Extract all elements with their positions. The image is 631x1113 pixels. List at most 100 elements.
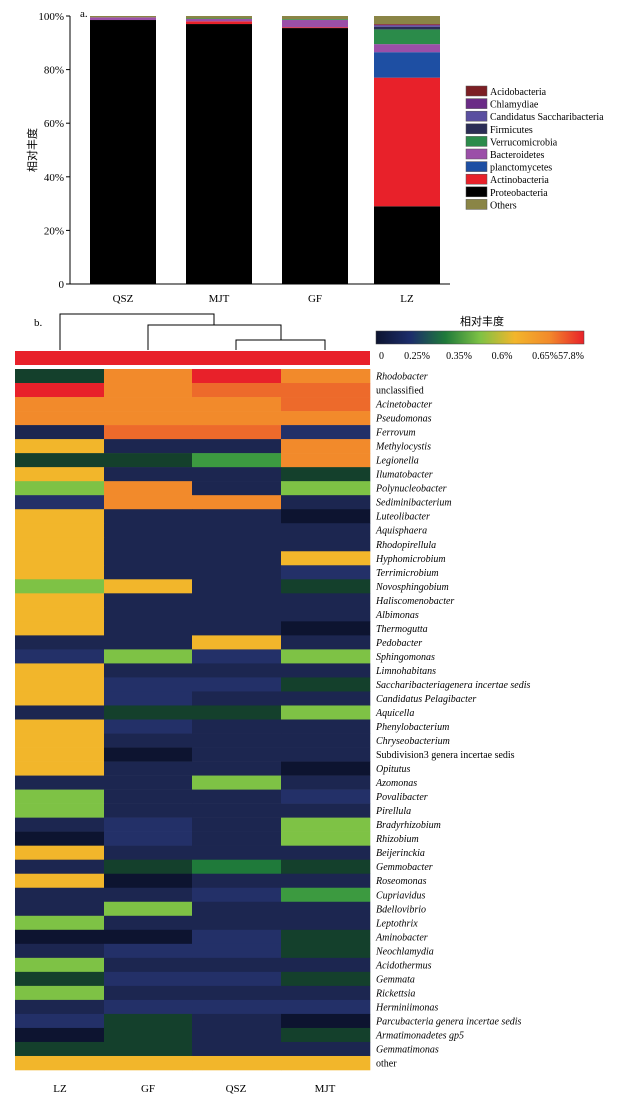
heatmap-cell-haliscomenobacter-qsz [192, 593, 282, 608]
row-label-haliscomenobacter: Haliscomenobacter [375, 596, 454, 607]
legend-swatch-verrucomicrobia [465, 136, 488, 147]
heatmap-cell-roseomonas-gf [104, 873, 193, 889]
heatmap-cell-ferrovum-qsz [192, 425, 282, 440]
bar-segment-gf-others [282, 16, 348, 20]
heatmap-cell-sphingomonas-mjt [281, 649, 371, 664]
y-axis-label: 相对丰度 [25, 128, 39, 172]
heatmap-cell-pirellula-gf [104, 803, 193, 818]
legend-swatch-chlamydiae [465, 98, 488, 109]
heatmap-cell-aquisphaera-mjt [281, 523, 371, 538]
bar-segment-lz-acidobacteria [374, 24, 440, 25]
heatmap-cell-gemmata-mjt [281, 971, 371, 987]
row-label-pseudomonas: Pseudomonas [375, 414, 432, 425]
legend-label-proteobacteria: Proteobacteria [490, 188, 548, 199]
legend-label-acidobacteria: Acidobacteria [490, 87, 547, 98]
row-label-subdivision3-genera-incertae-sedis: Subdivision3 genera incertae sedis [376, 750, 515, 761]
heatmap-cell-phenylobacterium-mjt [281, 719, 371, 734]
heatmap-cell-unclassified-qsz [192, 383, 282, 398]
heatmap-cell-methylocystis-lz [15, 439, 105, 454]
heatmap-cell-pedobacter-lz [15, 635, 105, 650]
legend-swatch-acidobacteria [465, 85, 488, 97]
heatmap-cell-sediminibacterium-mjt [281, 495, 371, 510]
heatmap-cell-bdellovibrio-mjt [281, 901, 371, 917]
heatmap-cell-other-gf [104, 1055, 193, 1071]
heatmap-cell-subdivision3-genera-incertae-sedis-gf [104, 747, 193, 762]
x-tick-label-gf: GF [308, 293, 322, 305]
heatmap-cell-chryseobacterium-lz [15, 733, 105, 748]
heatmap-cell-legionella-gf [104, 453, 193, 468]
heatmap-cell-cupriavidus-mjt [281, 887, 371, 903]
row-label-acinetobacter: Acinetobacter [375, 400, 432, 411]
color-scale-label: 0.65% [532, 351, 558, 362]
heatmap-cell-polynucleobacter-lz [15, 481, 105, 496]
heatmap-cell-saccharibacteriagenera-incertae-sedis-gf [104, 677, 193, 692]
legend-swatch-planctomycetes [465, 161, 488, 172]
x-tick-label-mjt: MJT [209, 293, 230, 305]
heatmap-cell-aminobacter-qsz [192, 929, 282, 945]
row-label-armatimonadetes-gp5: Armatimonadetes gp5 [375, 1030, 464, 1041]
heatmap-cell-parcubacteria-genera-incertae-sedis-gf [104, 1013, 193, 1029]
heatmap-cell-thermogutta-mjt [281, 621, 371, 636]
row-label-povalibacter: Povalibacter [375, 792, 428, 803]
heatmap-cell-cupriavidus-gf [104, 887, 193, 903]
row-label-leptothrix: Leptothrix [375, 918, 418, 929]
color-scale-label: 0.6% [492, 351, 513, 362]
heatmap-cell-candidatus-pelagibacter-qsz [192, 691, 282, 706]
heatmap-cell-other-qsz [192, 1055, 282, 1071]
row-label-polynucleobacter: Polynucleobacter [375, 484, 447, 495]
heatmap-cell-opitutus-mjt [281, 761, 371, 776]
heatmap-cell-rickettsia-qsz [192, 985, 282, 1001]
heatmap-cell-ferrovum-mjt [281, 425, 371, 440]
heatmap-cell-sediminibacterium-gf [104, 495, 193, 510]
row-label-methylocystis: Methylocystis [375, 442, 431, 453]
heatmap-cell-rhizobium-qsz [192, 831, 282, 846]
heatmap-cell-luteolibacter-gf [104, 509, 193, 524]
heatmap-cell-hyphomicrobium-qsz [192, 551, 282, 566]
heatmap-cell-sphingomonas-gf [104, 649, 193, 664]
heatmap-cell-neochlamydia-qsz [192, 943, 282, 959]
heatmap-cell-roseomonas-qsz [192, 873, 282, 889]
heatmap-cell-herminiimonas-qsz [192, 999, 282, 1015]
heatmap-cell-candidatus-pelagibacter-lz [15, 691, 105, 706]
column-label-gf: GF [141, 1083, 155, 1095]
heatmap-cell-phenylobacterium-qsz [192, 719, 282, 734]
legend-label-bacteroidetes: Bacteroidetes [490, 150, 545, 161]
heatmap-cell-rhizobium-lz [15, 831, 105, 846]
row-label-luteolibacter: Luteolibacter [375, 512, 430, 523]
heatmap-cell-pseudomonas-gf [104, 411, 193, 426]
heatmap-cell-rhizobium-mjt [281, 831, 371, 846]
heatmap-cell-terrimicrobium-mjt [281, 565, 371, 580]
bar-segment-gf-actinobacteria [282, 27, 348, 29]
heatmap-cell-sediminibacterium-qsz [192, 495, 282, 510]
panel-label-b: b. [34, 317, 43, 329]
heatmap-cell-acinetobacter-gf [104, 397, 193, 412]
heatmap-cell-haliscomenobacter-gf [104, 593, 193, 608]
row-label-acidothermus: Acidothermus [375, 960, 432, 971]
row-label-phenylobacterium: Phenylobacterium [375, 722, 449, 733]
heatmap-cell-legionella-mjt [281, 453, 371, 468]
row-label-legionella: Legionella [375, 456, 419, 467]
dendro-branch-root [59, 313, 215, 350]
column-labels: LZ GF QSZ MJT [53, 1083, 335, 1095]
heatmap-cell-parcubacteria-genera-incertae-sedis-qsz [192, 1013, 282, 1029]
heatmap-cell-acinetobacter-mjt [281, 397, 371, 412]
heatmap-cell-limnohabitans-qsz [192, 663, 282, 678]
heatmap-cell-gemmobacter-mjt [281, 859, 371, 875]
heatmap-cell-gemmatimonas-qsz [192, 1041, 282, 1057]
heatmap-cell-bdellovibrio-qsz [192, 901, 282, 917]
heatmap-cell-gemmobacter-lz [15, 859, 105, 875]
heatmap-cell-gemmata-lz [15, 971, 105, 987]
heatmap-cell-pedobacter-gf [104, 635, 193, 650]
heatmap-cell-phenylobacterium-lz [15, 719, 105, 734]
row-label-roseomonas: Roseomonas [375, 876, 427, 887]
legend-swatch-bacteroidetes [465, 148, 488, 160]
row-label-azomonas: Azomonas [375, 778, 417, 789]
heatmap-cell-polynucleobacter-qsz [192, 481, 282, 496]
heatmap-cells [15, 351, 371, 1071]
row-label-ferrovum: Ferrovum [375, 428, 416, 439]
legend-swatch-candidatus-saccharibacteria [465, 110, 488, 122]
heatmap-cell-novosphingobium-mjt [281, 579, 371, 594]
heatmap-cell-chryseobacterium-mjt [281, 733, 371, 748]
heatmap-cell-ilumatobacter-gf [104, 467, 193, 482]
